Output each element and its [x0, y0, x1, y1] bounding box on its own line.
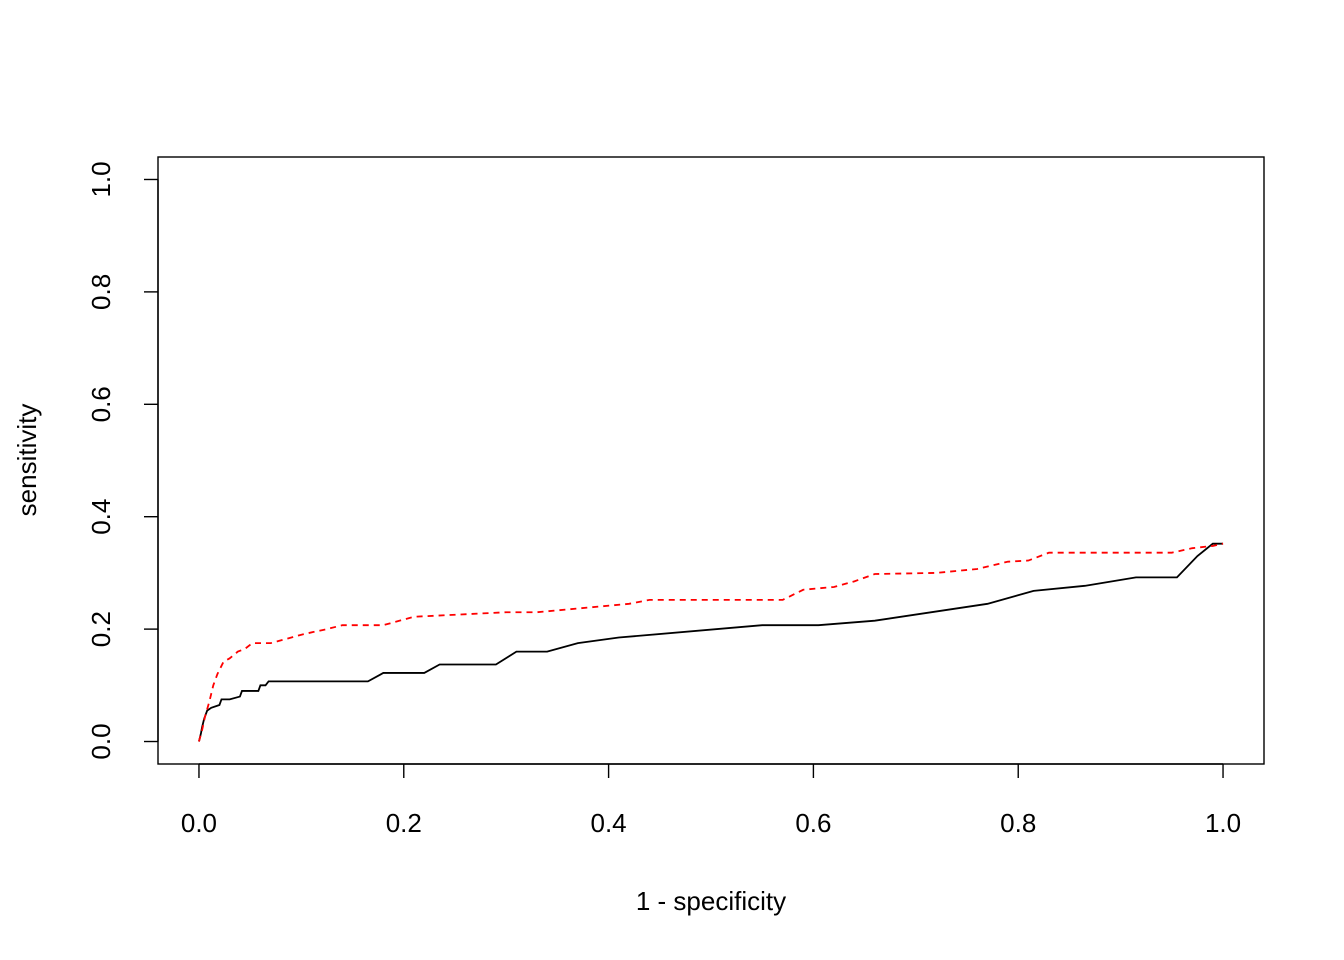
plot-frame: [157, 156, 1265, 765]
series-layer: [198, 542, 1224, 742]
x-axis-label: 1 - specificity: [636, 886, 786, 916]
x-tick-label: 0.2: [386, 808, 422, 838]
series-line-2: [198, 542, 1224, 742]
x-tick-label: 0.4: [591, 808, 627, 838]
x-tick-label: 0.0: [181, 808, 217, 838]
x-tick-label: 0.6: [795, 808, 831, 838]
x-tick-label: 0.8: [1000, 808, 1036, 838]
y-tick-label: 1.0: [86, 161, 116, 197]
y-tick-label: 0.0: [86, 723, 116, 759]
y-tick-label: 0.6: [86, 386, 116, 422]
x-tick-label: 1.0: [1205, 808, 1241, 838]
y-tick-label: 0.8: [86, 274, 116, 310]
y-axis: 0.0 0.2 0.4 0.6 0.8 1.0: [86, 161, 159, 760]
x-axis: 0.0 0.2 0.4 0.6 0.8 1.0: [181, 763, 1241, 838]
y-axis-label: sensitivity: [12, 404, 42, 517]
series-line-1: [198, 542, 1224, 742]
y-tick-label: 0.2: [86, 611, 116, 647]
y-tick-label: 0.4: [86, 499, 116, 535]
